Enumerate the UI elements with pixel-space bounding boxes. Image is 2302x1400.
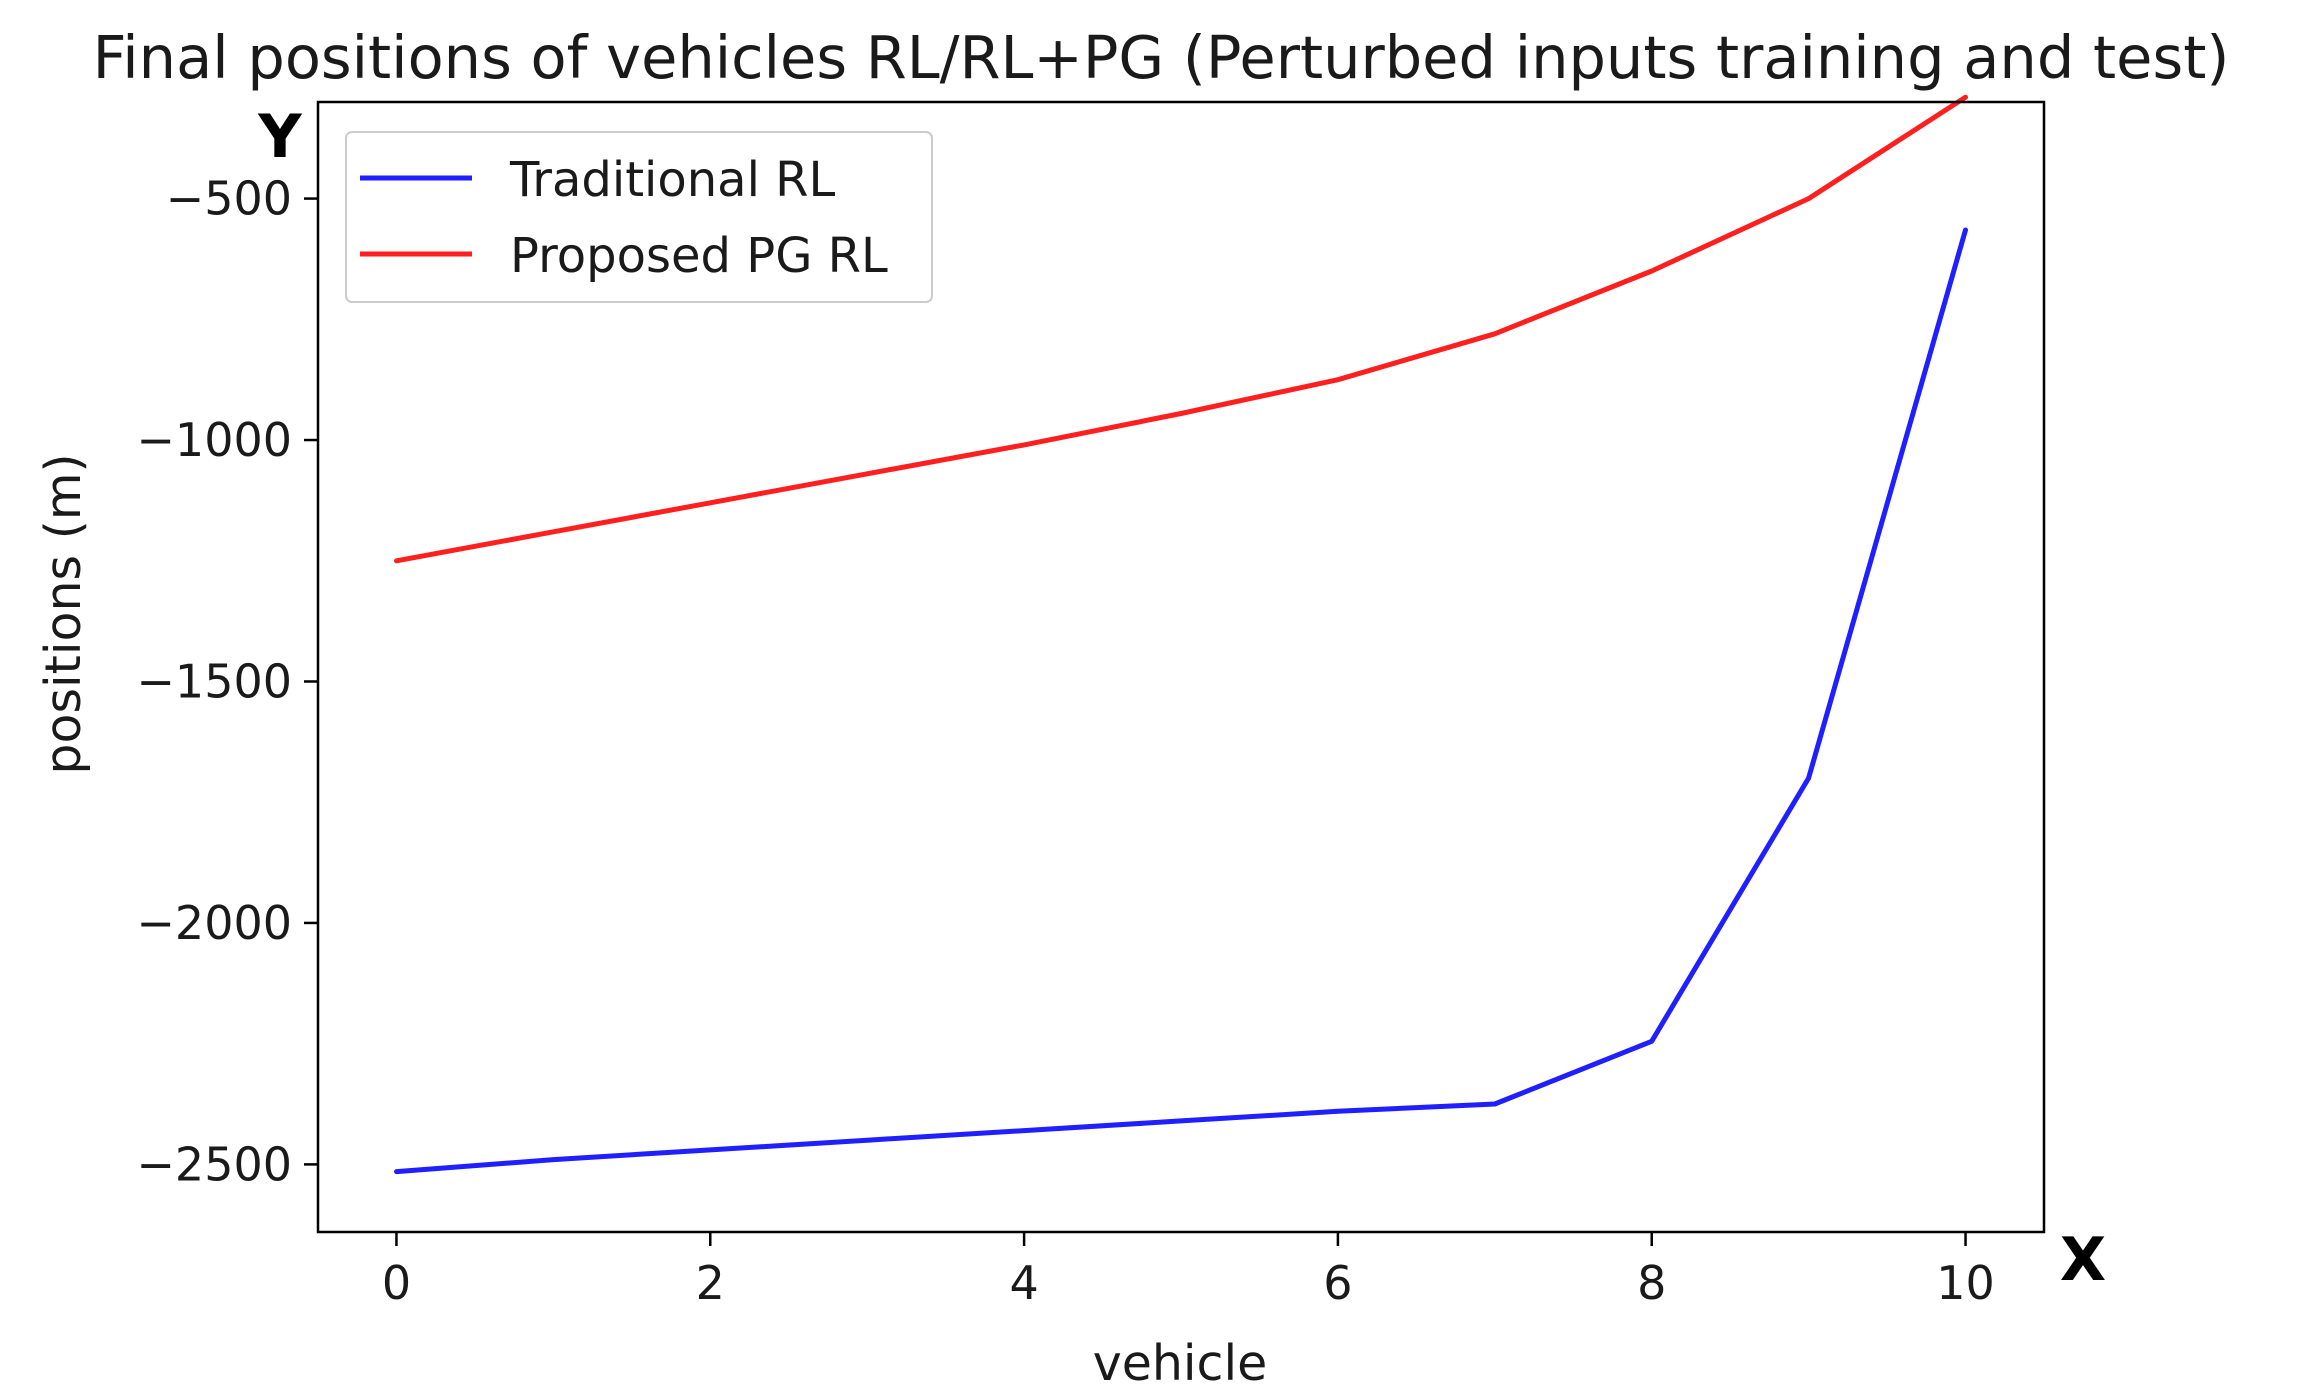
- legend-frame: [345, 131, 933, 303]
- x-tick-label: 0: [382, 1256, 411, 1310]
- x-tick-label: 2: [696, 1256, 725, 1310]
- plot-area: 0 2 4 6 8 10 −2500 −2000 −1500 −1000 −500: [136, 94, 2046, 1310]
- series-line-proposed-pg-rl: [394, 94, 1968, 564]
- legend-label-traditional-rl: Traditional RL: [509, 152, 836, 208]
- x-tick-label: 6: [1323, 1256, 1352, 1310]
- series-line-traditional-rl: [394, 227, 1968, 1175]
- y-tick-label: −500: [166, 172, 292, 226]
- legend-label-proposed-pg-rl: Proposed PG RL: [510, 228, 888, 284]
- x-tick-label: 8: [1637, 1256, 1666, 1310]
- x-tick-label: 4: [1009, 1256, 1038, 1310]
- x-tick-label: 10: [1936, 1256, 1995, 1310]
- axes-frame: [316, 100, 2046, 1234]
- y-tick-label: −1500: [136, 654, 292, 708]
- x-axis-marker: X: [2060, 1225, 2106, 1295]
- y-tick-label: −2500: [136, 1137, 292, 1191]
- y-tick-label: −2000: [136, 896, 292, 950]
- legend: Traditional RL Proposed PG RL: [345, 131, 933, 303]
- y-tick-label: −1000: [136, 413, 292, 467]
- chart-title: Final positions of vehicles RL/RL+PG (Pe…: [93, 23, 2230, 92]
- y-axis-marker: Y: [257, 102, 303, 172]
- y-axis-label: positions (m): [35, 453, 92, 774]
- x-axis-label: vehicle: [1093, 1335, 1268, 1392]
